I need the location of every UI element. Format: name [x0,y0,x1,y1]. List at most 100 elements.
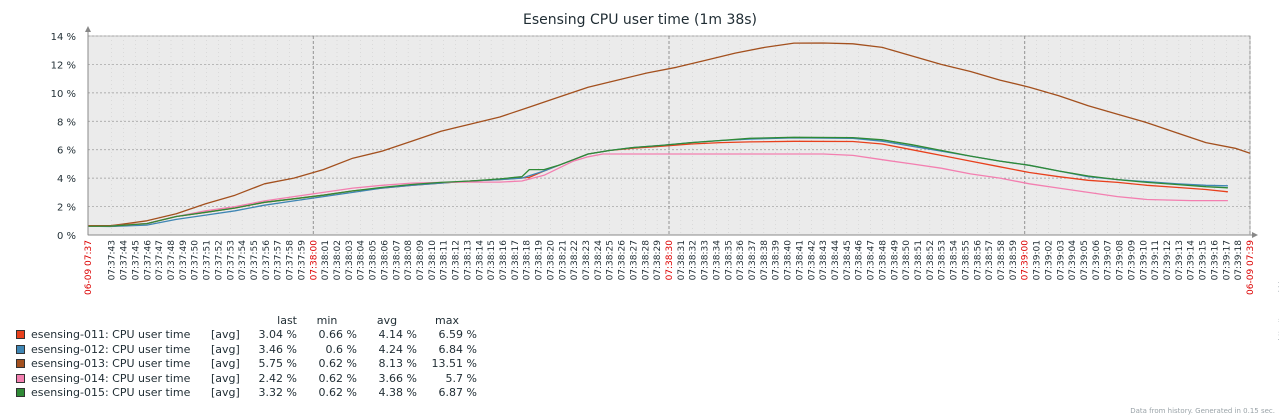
x-tick-label: 07:38:21 [558,240,568,280]
legend-max-value: 13.51 % [431,357,477,371]
y-tick-label: 14 % [51,32,76,43]
y-tick-label: 8 % [57,117,76,128]
x-tick-label: 07:38:04 [357,240,367,281]
x-tick-label: 07:37:52 [214,240,224,280]
x-tick-label: 07:37:55 [250,240,260,280]
legend-min-value: 0.62 % [318,357,357,371]
x-tick-label: 07:38:16 [499,240,509,281]
legend-min-value: 0.62 % [318,386,357,400]
x-tick-label-major: 06-09 07:39 [1246,240,1256,295]
legend-last-value: 2.42 % [258,371,297,385]
x-tick-label: 07:37:50 [191,240,201,281]
legend-item: esensing-014: CPU user time [avg] 2.42 % 0.… [16,371,477,386]
x-tick-label: 07:37:47 [155,240,165,280]
x-tick-label: 07:37:51 [203,240,213,280]
legend-rows: esensing-011: CPU user time [avg] 3.04 % 0.… [16,328,477,401]
x-tick-label: 07:38:50 [902,240,912,281]
legend-last-value: 3.04 % [258,328,297,342]
x-tick-label: 07:37:57 [274,240,284,280]
x-tick-label: 07:38:58 [997,240,1007,281]
series-lines [87,42,1251,228]
x-tick-label: 07:38:46 [855,240,865,281]
x-tick-label: 07:38:03 [345,240,355,280]
x-tick-label: 07:39:08 [1116,240,1126,281]
x-tick-label: 07:37:56 [262,240,272,281]
legend-item: esensing-015: CPU user time [avg] 3.32 % 0.… [16,386,477,401]
x-tick-label: 07:38:34 [712,240,722,281]
legend-item: esensing-012: CPU user time [avg] 3.46 % 0.… [16,342,477,357]
x-tick-label: 07:38:25 [606,240,616,280]
y-axis-arrow-icon [85,26,91,32]
legend-max-value: 6.84 % [438,342,477,356]
series-line [87,42,1251,227]
legend-function: [avg] [211,371,240,385]
x-axis: 06-09 07:37 07:37:43 07:37:44 07:37:45 07:37… [84,240,1256,295]
legend: last min avg max esensing-011: CPU user … [16,313,477,400]
x-tick-label: 07:38:43 [819,240,829,280]
legend-max-value: 6.87 % [438,386,477,400]
legend-avg-value: 3.66 % [378,371,417,385]
legend-max-value: 6.59 % [438,328,477,342]
x-tick-label: 07:38:38 [760,240,770,281]
x-tick-label: 07:38:32 [689,240,699,280]
x-tick-label: 07:38:23 [582,240,592,280]
legend-last-value: 3.32 % [258,386,297,400]
x-tick-label: 07:38:55 [961,240,971,280]
x-tick-label: 07:39:15 [1199,240,1209,280]
legend-swatch [16,344,25,354]
x-tick-label: 07:38:13 [463,240,473,280]
x-tick-label: 07:38:51 [914,240,924,280]
x-tick-label: 07:38:28 [641,240,651,281]
legend-last-value: 5.75 % [258,357,297,371]
x-tick-label: 07:38:19 [535,240,545,281]
legend-item: esensing-011: CPU user time [avg] 3.04 % 0.… [16,328,477,343]
x-tick-label: 07:37:46 [143,240,153,281]
x-tick-label: 07:38:18 [523,240,533,281]
x-tick-label: 07:38:40 [784,240,794,281]
x-tick-label: 07:38:52 [926,240,936,280]
legend-min-value: 0.66 % [318,328,357,342]
line-chart: Esensing CPU user time (1m 38s) 0 % 2 % 4 … [51,12,1258,295]
x-tick-label: 07:39:05 [1080,240,1090,280]
y-tick-label: 4 % [57,174,76,185]
x-tick-label: 07:38:14 [475,240,485,281]
x-tick-label: 07:38:06 [380,240,390,281]
series-line [88,153,1228,227]
x-tick-label: 07:39:11 [1151,240,1161,280]
legend-item: esensing-013: CPU user time [avg] 5.75 % 0.… [16,357,477,372]
y-tick-label: 12 % [51,60,76,71]
x-tick-label: 07:38:53 [938,240,948,280]
x-tick-label-major: 07:38:00 [309,240,319,281]
x-tick-label: 07:38:22 [570,240,580,280]
x-tick-label: 07:39:07 [1104,240,1114,280]
legend-function: [avg] [211,386,240,400]
x-tick-label-major: 07:39:00 [1021,240,1031,281]
legend-header-max: max [435,313,459,327]
legend-swatch [16,330,25,340]
x-tick-label: 07:38:47 [867,240,877,280]
legend-avg-value: 4.14 % [378,328,417,342]
x-tick-label: 07:39:01 [1033,240,1043,280]
x-tick-label: 07:38:26 [618,240,628,281]
legend-max-value: 5.7 % [445,371,477,385]
legend-swatch [16,373,25,383]
x-tick-label: 07:38:12 [452,240,462,280]
x-tick-label: 07:38:10 [428,240,438,281]
legend-min-value: 0.6 % [325,342,357,356]
legend-last-value: 3.46 % [258,342,297,356]
x-tick-label: 07:38:54 [950,240,960,281]
legend-avg-value: 8.13 % [378,357,417,371]
x-tick-label: 07:38:39 [772,240,782,281]
x-tick-label: 07:37:44 [120,240,130,281]
x-tick-label: 07:39:06 [1092,240,1102,281]
x-tick-label: 07:38:42 [807,240,817,280]
x-tick-label: 07:38:44 [831,240,841,281]
x-tick-label: 07:38:17 [511,240,521,280]
x-tick-label: 07:39:03 [1056,240,1066,280]
x-tick-label-major: 07:38:30 [665,240,675,281]
legend-series-name: esensing-014: CPU user time [31,371,191,385]
y-tick-label: 10 % [51,89,76,100]
footer-watermark: Data from history. Generated in 0.15 sec… [1130,407,1275,415]
x-tick-label: 07:38:15 [487,240,497,280]
x-tick-label-major: 06-09 07:37 [84,240,94,295]
